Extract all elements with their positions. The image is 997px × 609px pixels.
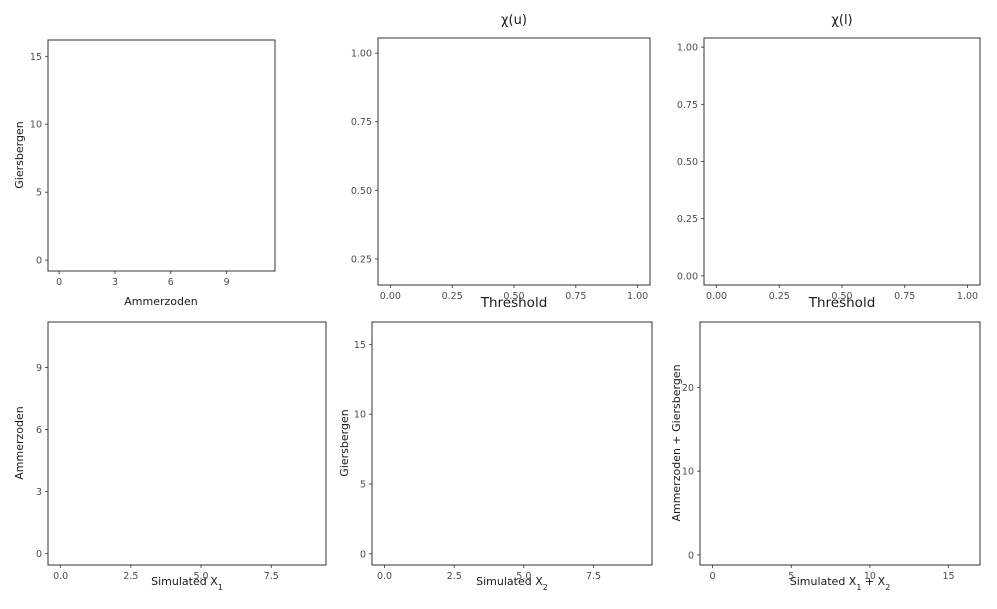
scatter-ytick-label: 15 — [30, 52, 42, 63]
scatter-ytick-label: 0 — [36, 256, 42, 267]
qq-x2-ytick-label: 0 — [360, 549, 366, 560]
qq-x2-xtick-label: 5.0 — [516, 571, 531, 582]
chi-u-title: χ(u) — [501, 13, 527, 28]
chi-l-xlabel: Threshold — [808, 295, 876, 311]
qq-x2-xtick-label: 7.5 — [586, 571, 601, 582]
qq-x1-ytick-label: 6 — [36, 425, 42, 436]
chi-l-ytick-label: 1.00 — [677, 43, 698, 54]
qq-x2-ytick-label: 10 — [354, 410, 366, 421]
qq-x2-xlabel-sub: 2 — [543, 583, 548, 592]
scatter-xtick-label: 0 — [56, 277, 62, 288]
qq-x2-xtick-label: 2.5 — [447, 571, 462, 582]
chi-u-ytick-label: 0.50 — [351, 186, 372, 197]
chi-l-ytick-label: 0.25 — [677, 214, 698, 225]
qq-x1-xtick-label: 5.0 — [193, 571, 208, 582]
qq-x1-xlabel-sub: 1 — [218, 583, 223, 592]
qq-x1-frame — [47, 321, 327, 566]
chi-u-xtick-label: 1.00 — [627, 291, 648, 302]
panel-qq-x1: Simulated X1 Ammerzoden 0.0 2.5 5.0 7.5 0 3 6 9 — [13, 321, 327, 592]
scatter-xtick-label: 3 — [112, 277, 118, 288]
qq-x1-xtick-label: 7.5 — [264, 571, 279, 582]
qq-x1-xtick-label: 2.5 — [123, 571, 138, 582]
chi-l-frame — [703, 37, 981, 286]
qq-x1-xlabel: Simulated X1 — [151, 575, 223, 592]
chi-l-title: χ(l) — [831, 13, 852, 28]
chi-l-xtick-label: 0.75 — [894, 291, 915, 302]
chi-l-xtick-label: 0.50 — [831, 291, 852, 302]
qq-x1-ytick-label: 9 — [36, 363, 42, 374]
scatter-xlabel: Ammerzoden — [124, 295, 197, 308]
chi-l-ytick-label: 0.50 — [677, 157, 698, 168]
qq-sum-frame — [699, 321, 981, 566]
panel-chi-l: χ(l) Threshold 0.00 0.25 0.50 0.75 1.00 0.00 0… — [677, 13, 981, 311]
panel-scatter: Ammerzoden Giersbergen 0 3 6 9 0 5 10 15 — [13, 39, 276, 308]
scatter-ytick-label: 5 — [36, 188, 42, 199]
chi-u-xlabel: Threshold — [480, 295, 548, 311]
qq-x1-ytick-label: 0 — [36, 549, 42, 560]
chi-u-xtick-label: 0.25 — [442, 291, 463, 302]
qq-x2-frame — [371, 321, 653, 566]
scatter-xtick-label: 6 — [168, 277, 174, 288]
qq-x2-ytick-label: 15 — [354, 340, 366, 351]
panel-qq-sum: Simulated X1 + X2 Ammerzoden + Giersberg… — [670, 321, 981, 592]
chi-u-xtick-label: 0.75 — [565, 291, 586, 302]
chi-l-ytick-label: 0.75 — [677, 100, 698, 111]
qq-sum-ytick-label: 20 — [682, 383, 694, 394]
chi-l-xtick-label: 0.00 — [706, 291, 727, 302]
chi-u-ytick-label: 0.75 — [351, 117, 372, 128]
qq-x2-xtick-label: 0.0 — [377, 571, 392, 582]
chi-l-xtick-label: 0.25 — [769, 291, 790, 302]
qq-sum-xtick-label: 5 — [788, 571, 794, 582]
qq-x2-ytick-label: 5 — [360, 480, 366, 491]
scatter-ytick-label: 10 — [30, 120, 42, 131]
chi-l-ytick-label: 0.00 — [677, 271, 698, 282]
qq-sum-xtick-label: 10 — [864, 571, 876, 582]
chi-l-xtick-label: 1.00 — [957, 291, 978, 302]
chi-u-ytick-label: 0.25 — [351, 254, 372, 265]
qq-sum-ytick-label: 0 — [688, 550, 694, 561]
scatter-xtick-label: 9 — [224, 277, 230, 288]
qq-x1-ylabel: Ammerzoden — [13, 406, 26, 479]
qq-x2-xlabel: Simulated X2 — [476, 575, 548, 592]
panel-chi-u: χ(u) Threshold 0.00 0.25 0.50 0.75 1.00 0.25 0… — [351, 13, 651, 311]
qq-sum-xtick-label: 15 — [942, 571, 954, 582]
panel-qq-x2: Simulated X2 Giersbergen 0.0 2.5 5.0 7.5 0 5 1… — [338, 321, 653, 592]
qq-x2-ylabel: Giersbergen — [338, 409, 351, 476]
chi-u-xtick-label: 0.50 — [503, 291, 524, 302]
qq-sum-xlabel: Simulated X1 + X2 — [790, 575, 891, 592]
scatter-frame — [47, 39, 276, 272]
qq-x1-xtick-label: 0.0 — [53, 571, 68, 582]
chi-u-ytick-label: 1.00 — [351, 49, 372, 60]
qq-x1-ytick-label: 3 — [36, 487, 42, 498]
chi-u-xtick-label: 0.00 — [380, 291, 401, 302]
qq-sum-ylabel: Ammerzoden + Giersbergen — [670, 364, 683, 521]
scatter-ylabel: Giersbergen — [13, 121, 26, 188]
qq-sum-ytick-label: 10 — [682, 467, 694, 478]
chi-u-frame — [377, 37, 651, 286]
qq-sum-xtick-label: 0 — [710, 571, 716, 582]
